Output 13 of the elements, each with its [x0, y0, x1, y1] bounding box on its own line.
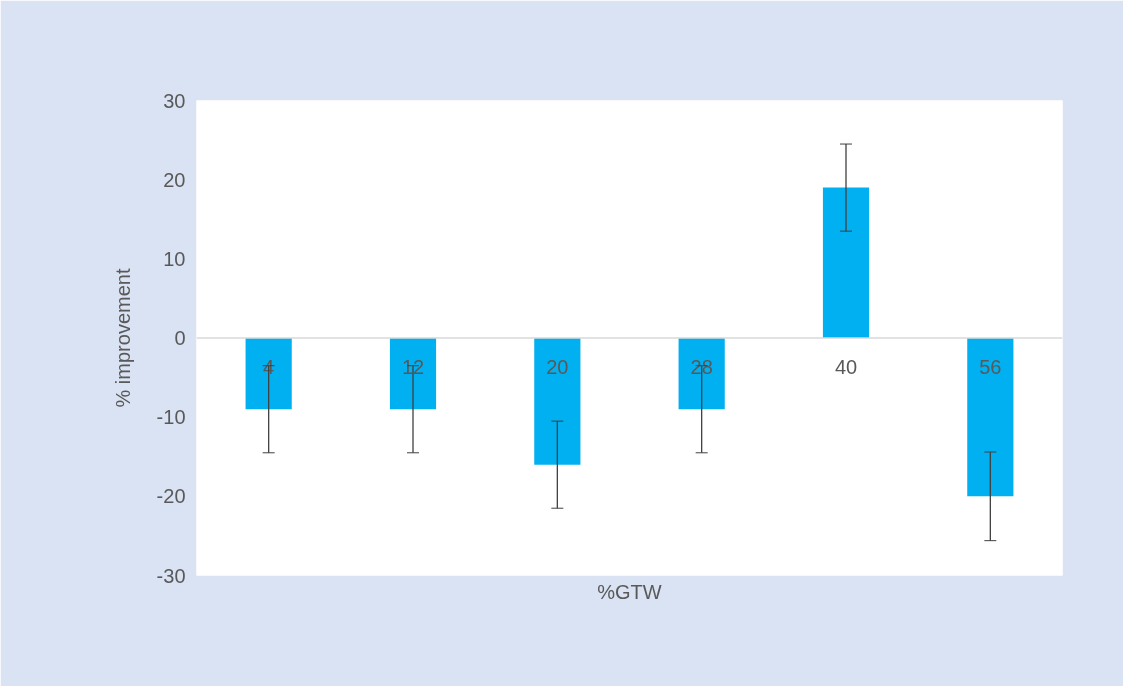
y-tick-label: -10: [156, 406, 186, 429]
x-tick-label: 20: [546, 356, 569, 378]
x-axis-title: %GTW: [597, 580, 662, 603]
x-tick-label: 56: [979, 356, 1002, 378]
y-axis-title: % improvement: [111, 268, 134, 408]
x-tick-label: 28: [690, 356, 713, 378]
y-tick-label: 30: [163, 89, 186, 112]
y-tick-label: 10: [163, 247, 186, 270]
y-tick-label: 0: [174, 327, 186, 349]
y-tick-label: 20: [163, 168, 186, 191]
y-tick-label: -20: [156, 485, 186, 508]
y-tick-label: -30: [156, 564, 186, 587]
x-tick-label: 40: [834, 356, 858, 378]
